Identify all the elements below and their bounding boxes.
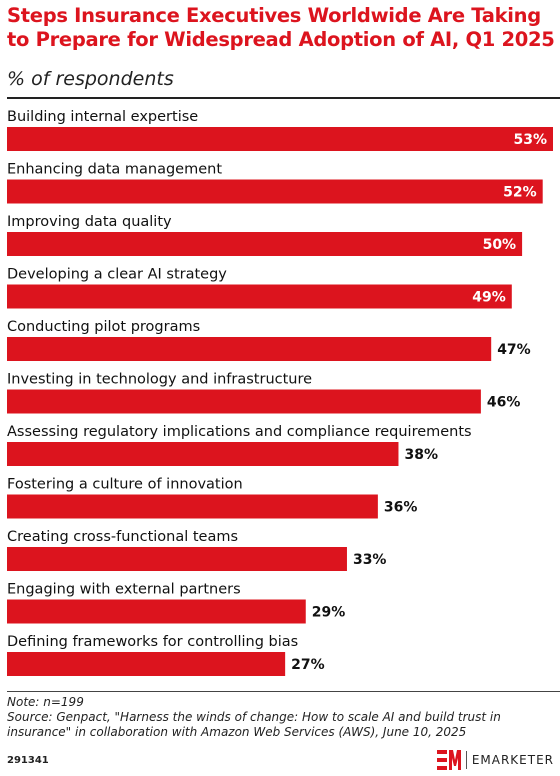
chart-footnote: Note: n=199 Source: Genpact, "Harness th…: [7, 695, 527, 740]
bar-chart: Building internal expertise 53% Enhancing …: [7, 109, 553, 676]
note-text: Note: n=199: [7, 695, 84, 709]
data-label: 49%: [472, 290, 506, 306]
category-label: Developing a clear AI strategy: [7, 267, 227, 283]
category-label: Improving data quality: [7, 214, 172, 230]
category-label: Enhancing data management: [7, 162, 222, 178]
chart-id: 291341: [7, 755, 49, 766]
data-label: 46%: [487, 395, 521, 411]
bar: [7, 389, 481, 414]
chart-title: Steps Insurance Executives Worldwide Are…: [7, 4, 555, 51]
category-label: Creating cross-functional teams: [7, 529, 238, 545]
category-label: Engaging with external partners: [7, 582, 241, 598]
category-label: Conducting pilot programs: [7, 319, 200, 335]
category-label: Investing in technology and infrastructu…: [7, 372, 312, 388]
bar: [7, 127, 553, 151]
brand-separator: [465, 751, 467, 769]
bar: [7, 547, 347, 571]
category-label: Building internal expertise: [7, 109, 198, 125]
bar: [7, 599, 306, 624]
bottom-divider: [7, 691, 560, 692]
bar: [7, 179, 543, 204]
source-text: Source: Genpact, "Harness the winds of c…: [7, 710, 501, 739]
data-label: 36%: [384, 500, 418, 516]
category-label: Fostering a culture of innovation: [7, 477, 243, 493]
data-label: 33%: [353, 552, 387, 568]
data-label: 38%: [404, 447, 438, 463]
bar: [7, 494, 378, 519]
category-label: Assessing regulatory implications and co…: [7, 424, 472, 440]
top-divider: [7, 97, 560, 99]
data-label: 27%: [291, 657, 325, 673]
bar: [7, 337, 492, 361]
bar: [7, 284, 512, 309]
bar: [7, 442, 399, 466]
data-label: 50%: [483, 237, 517, 253]
brand-logo: EMARKETER: [436, 750, 554, 770]
bar: [7, 232, 523, 256]
bar: [7, 652, 286, 676]
data-label: 47%: [497, 342, 531, 358]
data-label: 29%: [312, 605, 346, 621]
chart-subtitle: % of respondents: [7, 68, 174, 90]
brand-name: EMARKETER: [471, 753, 554, 767]
data-label: 53%: [513, 132, 547, 148]
data-label: 52%: [503, 185, 537, 201]
emarketer-logo-icon: [436, 750, 461, 770]
category-label: Defining frameworks for controlling bias: [7, 634, 298, 650]
